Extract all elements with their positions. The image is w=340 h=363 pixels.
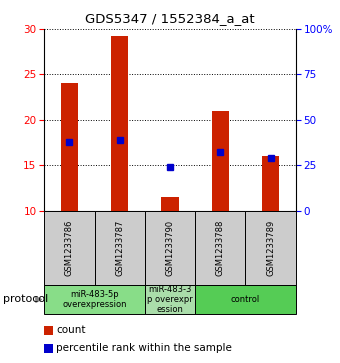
Bar	[111, 36, 129, 211]
Text: count: count	[56, 325, 86, 335]
Bar	[262, 156, 279, 211]
Text: miR-483-3
p overexpr
ession: miR-483-3 p overexpr ession	[147, 285, 193, 314]
Text: GSM1233789: GSM1233789	[266, 220, 275, 276]
Text: miR-483-5p
overexpression: miR-483-5p overexpression	[62, 290, 127, 309]
Text: GSM1233790: GSM1233790	[166, 220, 174, 276]
Text: control: control	[231, 295, 260, 304]
Text: protocol: protocol	[3, 294, 49, 305]
Bar	[211, 111, 229, 211]
Text: GSM1233788: GSM1233788	[216, 220, 225, 276]
Bar	[61, 82, 78, 211]
Text: percentile rank within the sample: percentile rank within the sample	[56, 343, 232, 354]
Text: GSM1233786: GSM1233786	[65, 220, 74, 276]
Text: GSM1233787: GSM1233787	[115, 220, 124, 276]
Bar	[161, 197, 179, 211]
Title: GDS5347 / 1552384_a_at: GDS5347 / 1552384_a_at	[85, 12, 255, 25]
